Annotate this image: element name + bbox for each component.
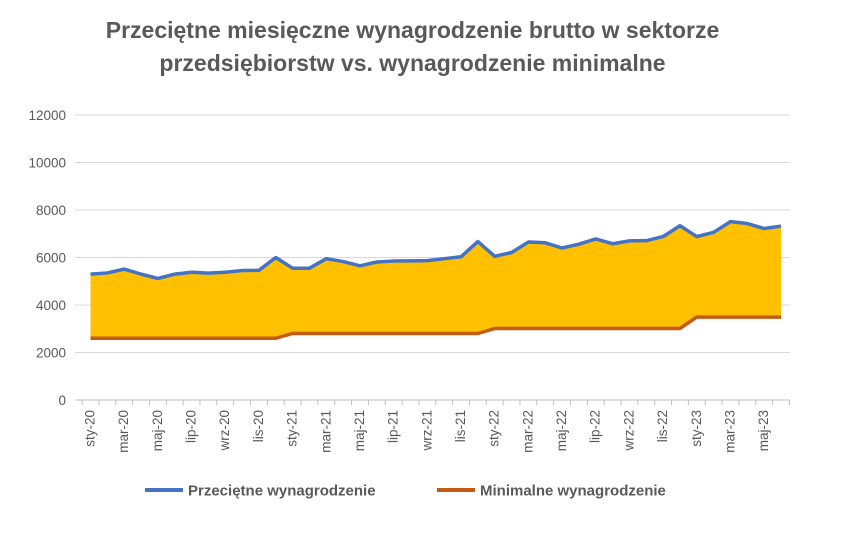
x-tick-label: wrz-22	[621, 410, 636, 452]
x-tick-label: lis-22	[655, 410, 670, 442]
y-tick-label: 6000	[36, 251, 66, 266]
x-tick-label: sty-20	[83, 410, 98, 447]
y-tick-label: 10000	[28, 156, 66, 171]
x-tick-label: lip-20	[184, 410, 199, 443]
y-tick-label: 12000	[28, 108, 66, 123]
x-tick-label: sty-23	[689, 410, 704, 447]
x-tick-label: sty-22	[487, 410, 502, 447]
chart-title-line-2: przedsiębiorstw vs. wynagrodzenie minima…	[159, 50, 666, 76]
series-line-minimalne	[90, 315, 781, 340]
chart-title-line-1: Przeciętne miesięczne wynagrodzenie brut…	[105, 17, 720, 43]
x-tick-label: mar-23	[722, 410, 737, 453]
y-tick-label: 0	[58, 393, 66, 408]
x-tick-label: lis-20	[251, 410, 266, 442]
y-tick-label: 2000	[36, 346, 66, 361]
x-tick-label: maj-20	[150, 410, 165, 451]
x-tick-label: maj-23	[756, 410, 771, 451]
y-tick-label: 4000	[36, 298, 66, 313]
x-tick-label: mar-22	[520, 410, 535, 453]
x-tick-label: lis-21	[453, 410, 468, 442]
x-tick-label: sty-21	[285, 410, 300, 447]
x-tick-label: maj-22	[554, 410, 569, 451]
gap-area	[90, 221, 781, 339]
x-tick-label: wrz-21	[419, 410, 434, 452]
series-line-przecietne	[90, 219, 782, 281]
x-tick-label: maj-21	[352, 410, 367, 451]
x-tick-label: mar-20	[116, 410, 131, 453]
y-tick-label: 8000	[36, 203, 66, 218]
x-tick-label: wrz-20	[217, 410, 232, 452]
chart-title: Przeciętne miesięczne wynagrodzenie brut…	[0, 14, 825, 80]
legend-label-przecietne: Przeciętne wynagrodzenie	[188, 483, 376, 500]
x-tick-label: lip-22	[588, 410, 603, 443]
x-tick-label: mar-21	[318, 410, 333, 453]
legend-label-minimalne: Minimalne wynagrodzenie	[480, 483, 666, 500]
x-tick-label: lip-21	[386, 410, 401, 443]
